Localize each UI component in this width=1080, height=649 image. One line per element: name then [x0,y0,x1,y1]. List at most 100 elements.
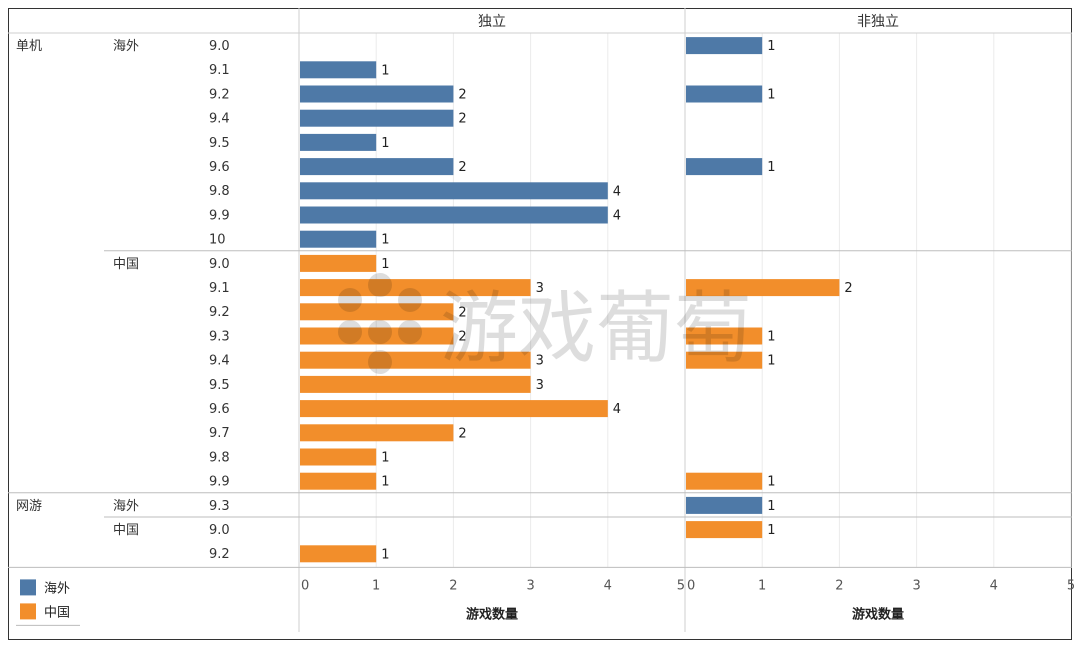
bar [300,400,608,418]
x-tick-label: 1 [372,578,380,593]
x-tick-label: 0 [687,578,695,593]
bar-value-label: 2 [844,281,852,296]
x-tick-label: 2 [835,578,843,593]
bar [686,327,763,345]
bar-value-label: 4 [613,402,621,417]
score-label: 9.6 [209,160,230,175]
score-label: 9.5 [209,378,230,393]
x-tick-label: 3 [526,578,534,593]
score-label: 9.2 [209,87,230,102]
bar-value-label: 2 [458,160,466,175]
bar-value-label: 1 [767,523,775,538]
x-tick-label: 4 [604,578,612,593]
bar [686,496,763,514]
x-axis-title: 游戏数量 [852,606,904,622]
bar [300,448,377,466]
score-label: 9.2 [209,547,230,562]
bar-value-label: 2 [458,426,466,441]
x-tick-label: 2 [449,578,457,593]
bar-value-label: 3 [536,378,544,393]
bar [300,61,377,79]
bar [300,109,454,127]
score-label: 9.0 [209,523,230,538]
bar-value-label: 2 [458,330,466,345]
x-axis-title: 游戏数量 [466,606,518,622]
bar-value-label: 1 [381,136,389,151]
score-label: 9.1 [209,281,230,296]
bar-value-label: 2 [458,88,466,103]
legend-swatch [20,579,36,596]
bar-value-label: 1 [767,475,775,490]
bar-value-label: 4 [613,209,621,224]
region-label: 中国 [113,523,139,538]
bar-value-label: 1 [767,39,775,54]
bar [686,158,763,176]
region-label: 中国 [113,257,139,272]
x-tick-label: 3 [912,578,920,593]
score-label: 9.8 [209,184,230,199]
bar [300,182,608,200]
bar-value-label: 1 [381,63,389,78]
platform-label: 网游 [16,499,42,514]
bar-value-label: 3 [536,281,544,296]
bar [300,254,377,272]
bar [686,279,840,297]
bar-value-label: 1 [767,88,775,103]
score-label: 9.5 [209,136,230,151]
bar [300,158,454,176]
bar-value-label: 1 [381,233,389,248]
region-label: 海外 [113,39,139,54]
bar [686,351,763,369]
score-label: 9.6 [209,402,230,417]
watermark-text: 游戏葡萄 [440,284,752,374]
bar [300,327,454,345]
x-tick-label: 0 [301,578,309,593]
bar-value-label: 1 [767,354,775,369]
bar [300,206,608,224]
bar-value-label: 1 [767,160,775,175]
score-label: 9.3 [209,499,230,514]
bar-value-label: 1 [381,451,389,466]
column-header: 非独立 [857,14,899,30]
score-label: 9.0 [209,257,230,272]
bar [300,375,531,393]
column-header: 独立 [478,14,506,30]
bar [300,303,454,321]
x-tick-label: 1 [758,578,766,593]
region-label: 海外 [113,499,139,514]
bar-value-label: 2 [458,112,466,127]
bar [300,424,454,442]
bar [300,133,377,151]
bar-value-label: 1 [381,475,389,490]
bar-value-label: 4 [613,184,621,199]
x-tick-label: 5 [677,578,685,593]
bar [686,37,763,55]
platform-label: 单机 [16,39,42,54]
score-label: 9.1 [209,63,230,78]
score-label: 9.3 [209,329,230,344]
bar [300,230,377,248]
score-label: 10 [209,233,226,248]
bar-value-label: 1 [381,257,389,272]
bar [300,279,531,297]
score-label: 9.4 [209,112,230,127]
bar [300,351,531,369]
bar [686,472,763,490]
score-label: 9.8 [209,450,230,465]
bar [686,521,763,539]
bar [300,472,377,490]
bar-value-label: 2 [458,305,466,320]
legend-label: 中国 [44,605,70,620]
score-label: 9.7 [209,426,230,441]
bar [300,545,377,563]
x-tick-label: 4 [990,578,998,593]
bar-value-label: 1 [767,499,775,514]
bar [300,85,454,103]
legend-label: 海外 [44,581,70,596]
score-label: 9.9 [209,208,230,223]
bar-value-label: 1 [767,330,775,345]
score-label: 9.0 [209,39,230,54]
legend-swatch [20,603,36,620]
x-tick-label: 5 [1067,578,1075,593]
